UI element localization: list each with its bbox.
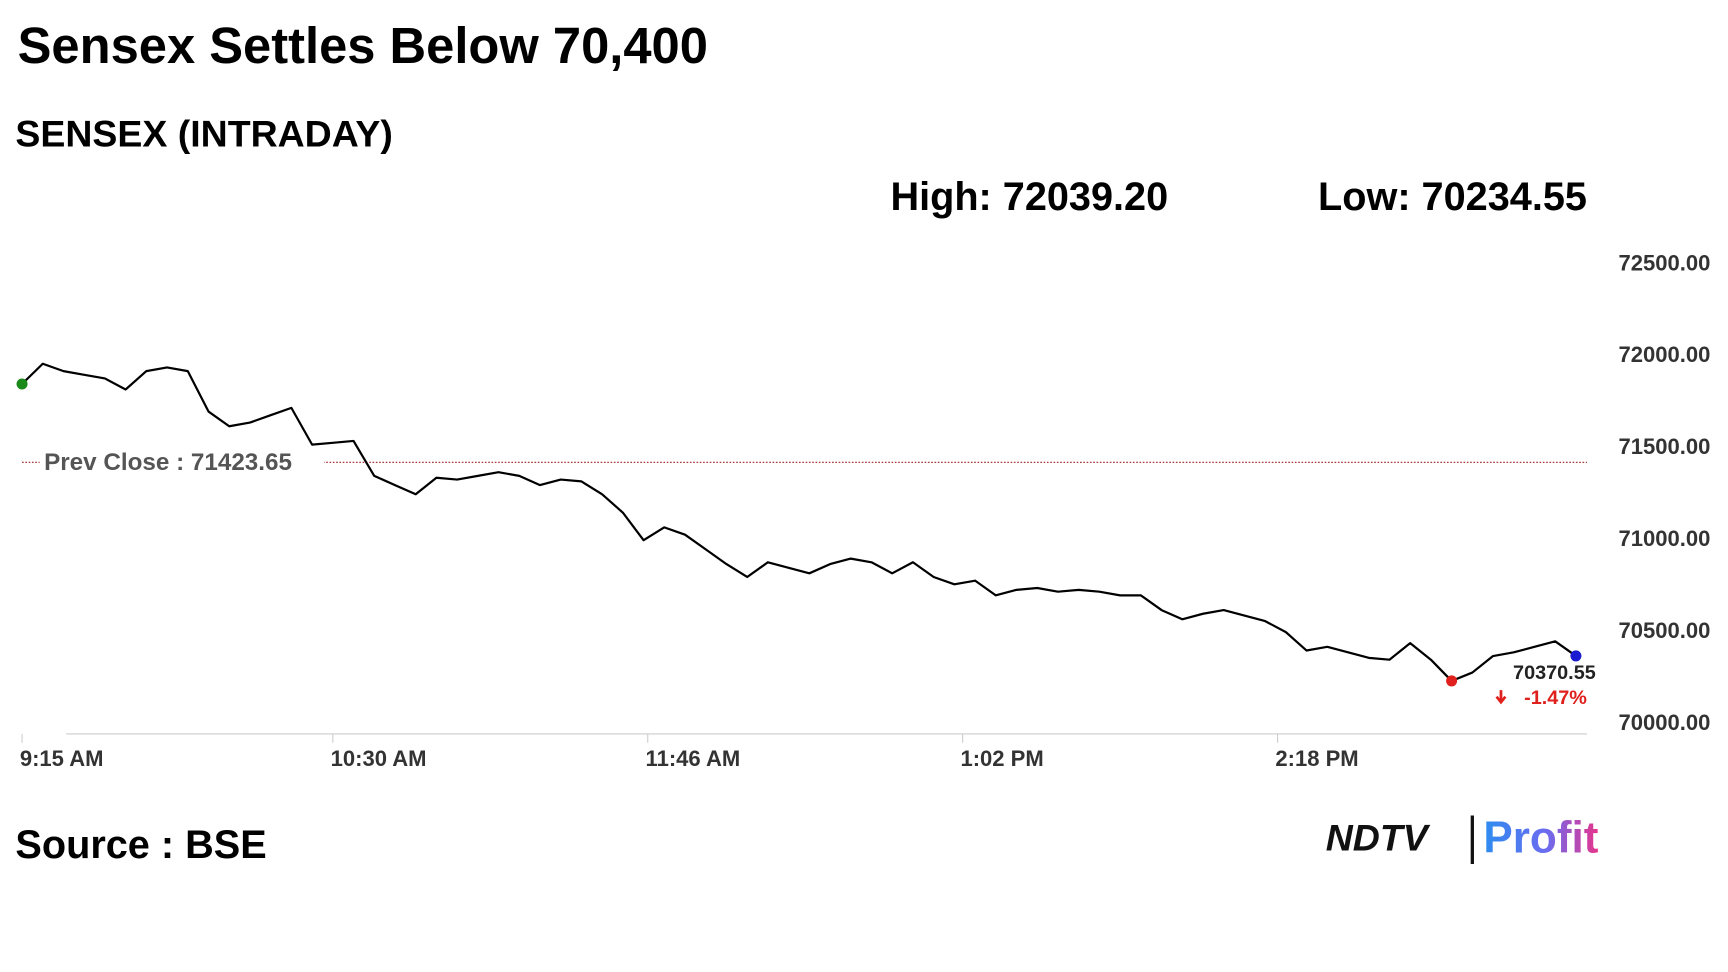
chart-title: Sensex Settles Below 70,400: [18, 17, 708, 74]
y-tick-label: 72000.00: [1618, 342, 1710, 367]
high-label: High: 72039.20: [890, 175, 1168, 219]
y-tick-label: 72500.00: [1618, 250, 1710, 275]
y-tick-label: 70500.00: [1618, 618, 1710, 643]
x-tick-label: 1:02 PM: [960, 746, 1043, 771]
source: Source : BSE: [15, 823, 266, 867]
y-tick-label: 70000.00: [1618, 710, 1710, 735]
x-tick-label: 2:18 PM: [1275, 746, 1358, 771]
chart-subtitle: SENSEX (INTRADAY): [15, 113, 392, 155]
x-tick-label: 10:30 AM: [331, 746, 427, 771]
start-dot: [16, 378, 28, 390]
y-tick-label: 71500.00: [1618, 434, 1710, 459]
last-value-label: 70370.55: [1513, 662, 1596, 684]
x-tick-label: 9:15 AM: [20, 746, 104, 771]
prev-close-label: Prev Close : 71423.65: [44, 449, 292, 476]
series-line: [21, 362, 1577, 683]
logo-profit: Profit: [1483, 813, 1598, 862]
change-arrow: [1495, 690, 1507, 705]
end-dot: [1570, 650, 1582, 662]
logo-ndtv: NDTV: [1326, 817, 1431, 859]
y-tick-label: 71000.00: [1618, 526, 1710, 551]
prev-close-bg: [39, 446, 325, 478]
low-dot: [1446, 675, 1458, 687]
change-label: -1.47%: [1524, 687, 1587, 709]
x-tick-label: 11:46 AM: [646, 746, 741, 771]
low-label: Low: 70234.55: [1318, 175, 1587, 219]
